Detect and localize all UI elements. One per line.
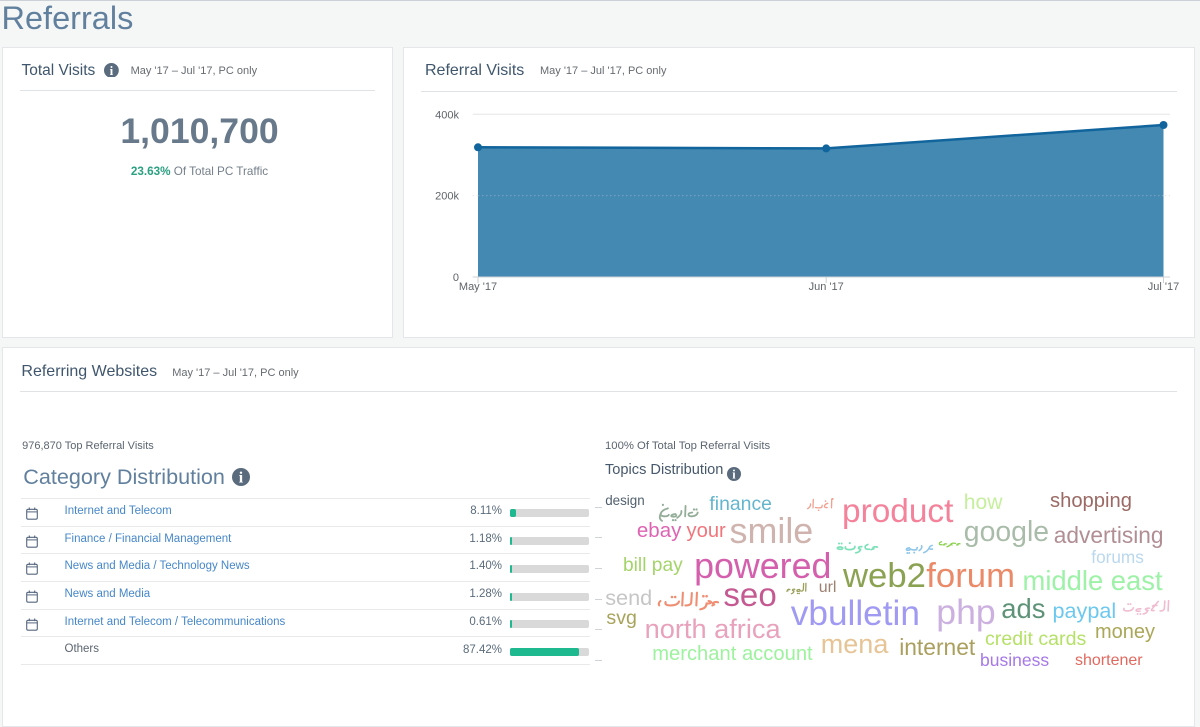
svg-text:400k: 400k — [435, 109, 459, 121]
svg-text:i: i — [109, 63, 113, 78]
svg-text:Jul '17: Jul '17 — [1148, 281, 1179, 293]
svg-text:0: 0 — [453, 272, 459, 284]
svg-text:Jun '17: Jun '17 — [809, 281, 844, 293]
svg-text:i: i — [733, 467, 737, 481]
svg-text:200k: 200k — [435, 191, 459, 203]
svg-text:May '17: May '17 — [459, 281, 497, 293]
svg-text:i: i — [239, 469, 244, 485]
